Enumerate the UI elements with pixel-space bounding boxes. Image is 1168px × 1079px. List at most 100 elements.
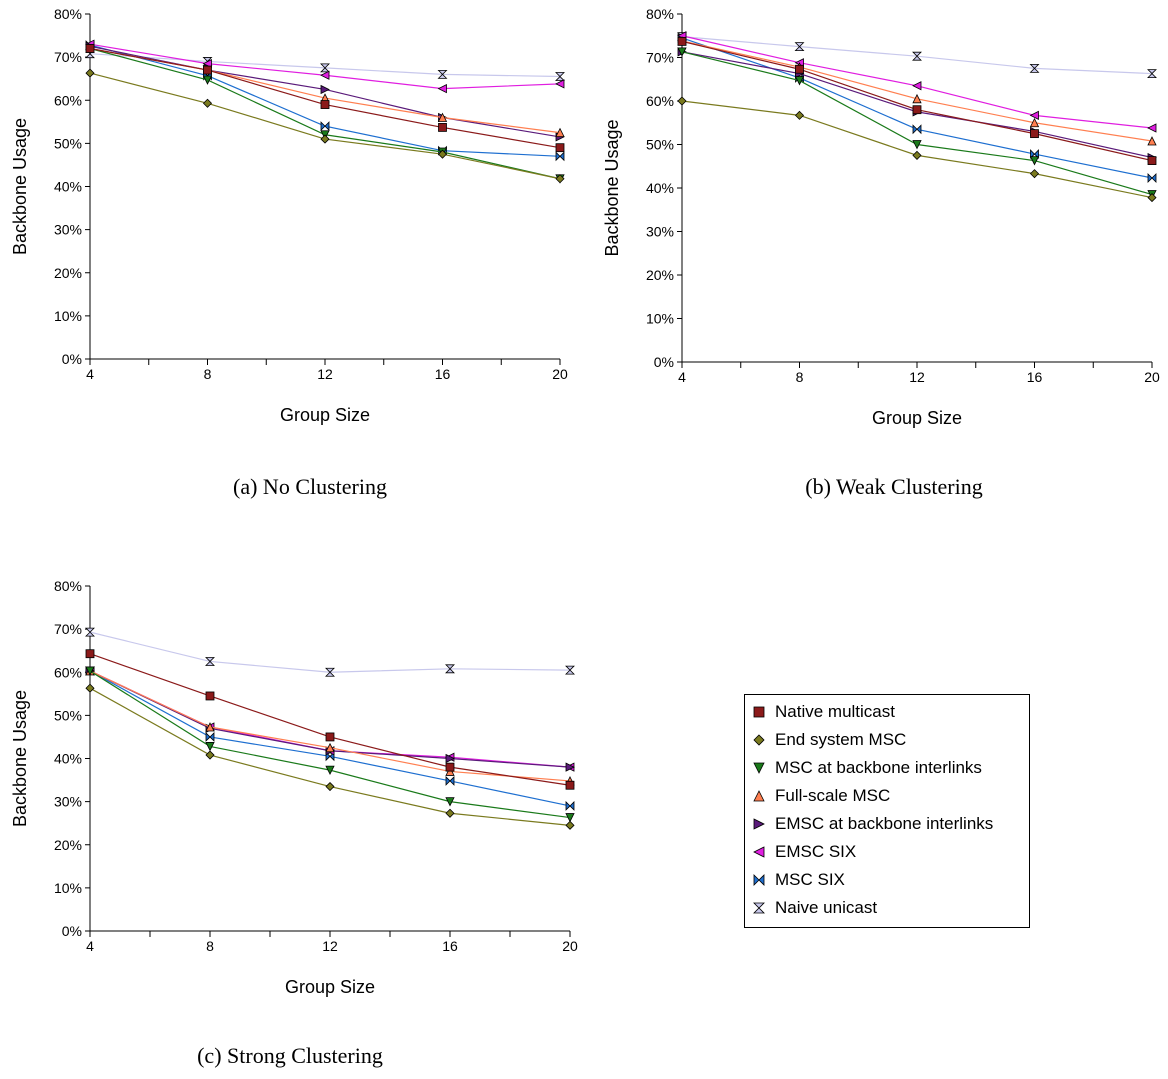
x-tick-label: 16: [435, 366, 451, 382]
data-point: [85, 68, 95, 78]
data-point: [85, 683, 95, 693]
y-axis-title: Backbone Usage: [10, 118, 30, 255]
legend-marker: [753, 902, 765, 914]
data-point: [205, 742, 215, 752]
data-point: [912, 93, 922, 104]
data-point: [437, 149, 448, 159]
hourglass-marker-icon: [753, 902, 765, 914]
data-point: [565, 820, 575, 830]
legend-marker: [753, 706, 765, 718]
series-5: [677, 31, 1157, 133]
legend-item: Full-scale MSC: [751, 784, 890, 808]
legend-marker: [753, 846, 765, 858]
data-point: [565, 762, 575, 772]
series-line: [681, 51, 1153, 196]
bowtie-marker-icon: [753, 874, 765, 886]
data-point: [1147, 69, 1157, 78]
legend-item: EMSC at backbone interlinks: [751, 812, 993, 836]
x-tick-label: 4: [86, 938, 94, 954]
data-point: [437, 112, 448, 122]
data-point: [555, 79, 565, 89]
y-tick-label: 10%: [646, 311, 674, 327]
legend-marker: [753, 874, 765, 886]
data-point: [202, 98, 213, 108]
series-5: [85, 666, 575, 772]
data-point: [1147, 173, 1157, 183]
y-tick-label: 70%: [646, 50, 674, 66]
y-tick-label: 50%: [646, 137, 674, 153]
y-tick-label: 30%: [54, 794, 82, 810]
series-2: [85, 666, 575, 823]
data-point: [320, 63, 330, 73]
legend-marker: [753, 734, 765, 746]
triangle-up-marker-icon: [753, 790, 765, 802]
y-tick-label: 70%: [54, 49, 82, 65]
data-point: [1029, 156, 1040, 166]
data-point: [85, 44, 95, 53]
data-point: [1147, 156, 1157, 165]
legend-item: EMSC SIX: [751, 840, 856, 864]
x-tick-label: 12: [909, 369, 925, 385]
data-point: [438, 123, 447, 132]
legend-item: Naive unicast: [751, 896, 877, 920]
legend-label: MSC at backbone interlinks: [775, 758, 982, 777]
data-point: [1029, 117, 1040, 128]
series-0: [677, 37, 1157, 165]
data-point: [912, 150, 922, 160]
caption-b: (b) Weak Clustering: [805, 474, 983, 499]
data-point: [203, 65, 212, 75]
series-0: [85, 649, 575, 790]
data-point: [320, 84, 330, 95]
data-point: [555, 127, 565, 137]
y-tick-label: 30%: [646, 224, 674, 240]
legend: Native multicast End system MSC MSC at b…: [744, 694, 1030, 928]
data-point: [445, 797, 455, 807]
y-tick-label: 10%: [54, 308, 82, 324]
data-point: [677, 96, 687, 106]
data-point: [85, 666, 95, 676]
x-tick-label: 8: [204, 366, 212, 382]
x-tick-label: 20: [552, 366, 568, 382]
data-point: [565, 665, 575, 675]
data-point: [912, 105, 922, 115]
series-line: [89, 670, 571, 782]
data-point: [794, 110, 805, 120]
caption-c: (c) Strong Clustering: [197, 1043, 383, 1068]
triangle-down-marker-icon: [753, 762, 765, 774]
data-point: [912, 124, 922, 135]
y-tick-label: 0%: [654, 354, 674, 370]
diamond-marker-icon: [753, 734, 765, 746]
data-point: [912, 81, 922, 91]
data-point: [205, 722, 215, 732]
series-5: [85, 39, 565, 94]
data-point: [85, 627, 95, 637]
data-point: [205, 731, 215, 742]
data-point: [320, 70, 330, 80]
legend-marker: [753, 762, 765, 774]
series-7: [677, 32, 1157, 78]
x-axis-title: Group Size: [285, 977, 375, 997]
x-tick-label: 12: [322, 938, 338, 954]
series-0: [85, 44, 565, 153]
data-point: [555, 72, 565, 81]
legend-marker: [753, 818, 765, 830]
x-tick-label: 12: [317, 366, 333, 382]
data-point: [325, 781, 335, 792]
data-point: [437, 69, 448, 79]
y-tick-label: 20%: [54, 837, 82, 853]
x-axis-title: Group Size: [280, 405, 370, 425]
legend-item: Native multicast: [751, 700, 895, 724]
y-tick-label: 60%: [54, 664, 82, 680]
data-point: [445, 775, 455, 786]
legend-label: EMSC at backbone interlinks: [775, 814, 994, 833]
y-tick-label: 0%: [62, 923, 82, 939]
data-point: [1147, 193, 1157, 203]
y-tick-label: 50%: [54, 707, 82, 723]
legend-marker: [753, 790, 765, 802]
data-point: [320, 121, 330, 132]
square-marker-icon: [753, 706, 765, 718]
data-point: [325, 742, 335, 753]
data-point: [565, 800, 575, 811]
data-point: [445, 762, 455, 772]
